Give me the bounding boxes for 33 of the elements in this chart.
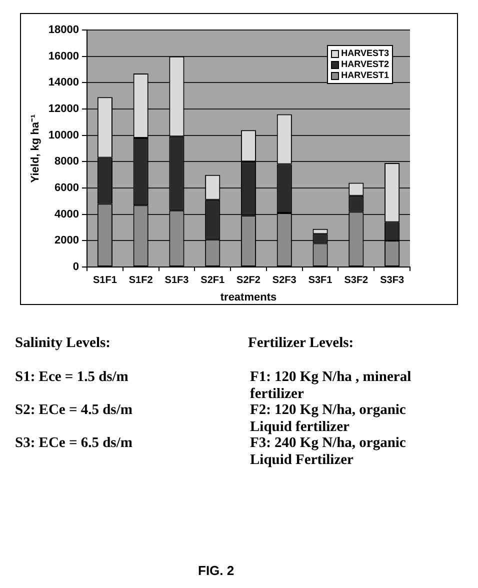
y-tick-label: 10000 — [48, 129, 79, 142]
legend-label: HARVEST1 — [341, 70, 389, 81]
x-tick-label: S2F3 — [272, 274, 297, 286]
y-tick-label: 8000 — [54, 156, 79, 168]
text: S2: ECe = 4.5 ds/m — [15, 402, 134, 418]
text: Fertilizer Levels: — [248, 335, 355, 352]
text: F2: 120 Kg N/ha, organic Liquid fertilizer — [250, 402, 407, 435]
text: F1: 120 Kg N/ha , mineral fertilizer — [250, 369, 412, 402]
x-tick-label: S3F3 — [380, 274, 404, 286]
text: F3: 240 Kg N/ha, organic Liquid Fertilizer — [250, 435, 407, 468]
y-tick-label: 16000 — [48, 50, 79, 62]
text: Salinity Levels: — [15, 335, 112, 352]
x-axis-title: treatments — [220, 291, 277, 304]
y-tick-label: 18000 — [48, 24, 79, 36]
x-tick-label: S3F2 — [344, 274, 369, 286]
y-tick-label: 6000 — [54, 182, 79, 194]
y-tick-label: 2000 — [54, 234, 79, 247]
y-tick-label: 12000 — [48, 103, 79, 116]
x-tick-label: S1F3 — [164, 274, 190, 286]
x-tick-label: S1F2 — [128, 274, 154, 286]
x-tick-label: S2F2 — [236, 274, 261, 286]
x-tick-label: S3F1 — [308, 274, 333, 286]
y-tick-label: 4000 — [54, 208, 79, 220]
caption: FIG. 2 — [198, 563, 236, 578]
y-tick-label: 14000 — [48, 76, 79, 89]
text: S1: Ece = 1.5 ds/m — [15, 369, 130, 386]
legend-label: HARVEST2 — [341, 59, 389, 70]
y-tick-label: 0 — [72, 261, 79, 274]
y-axis-title: Yield, kg ha⁻¹ — [30, 114, 42, 183]
x-tick-label: S1F1 — [92, 274, 118, 286]
legend-label: HARVEST3 — [341, 48, 389, 59]
x-tick-label: S2F1 — [200, 274, 225, 286]
text: S3: ECe = 6.5 ds/m — [15, 435, 134, 452]
